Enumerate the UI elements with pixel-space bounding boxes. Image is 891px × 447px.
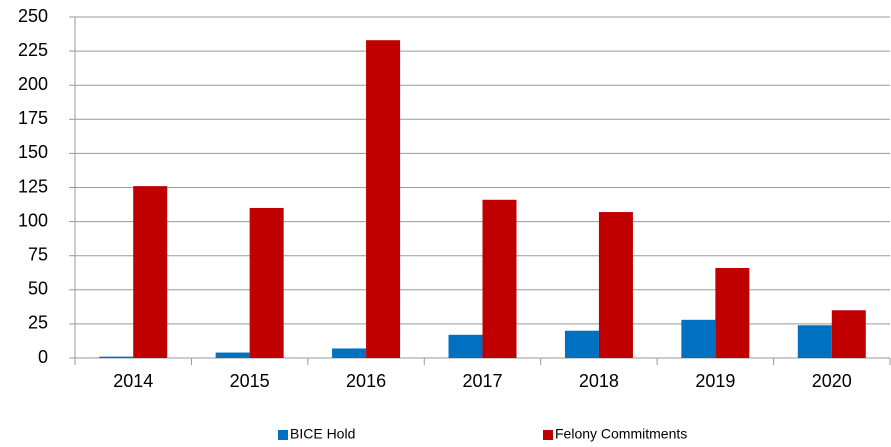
bar bbox=[482, 199, 517, 358]
y-tick-label: 125 bbox=[18, 176, 48, 196]
bar bbox=[448, 334, 483, 358]
y-tick-label: 100 bbox=[18, 210, 48, 230]
x-tick-label: 2016 bbox=[346, 371, 386, 391]
bar bbox=[681, 319, 716, 358]
x-tick-label: 2015 bbox=[230, 371, 270, 391]
y-tick-label: 0 bbox=[38, 347, 48, 367]
legend-label: BICE Hold bbox=[290, 426, 355, 442]
x-tick-label: 2020 bbox=[812, 371, 852, 391]
y-tick-label: 200 bbox=[18, 74, 48, 94]
y-tick-label: 250 bbox=[18, 6, 48, 26]
y-tick-label: 225 bbox=[18, 40, 48, 60]
x-tick-label: 2019 bbox=[695, 371, 735, 391]
bar bbox=[715, 267, 750, 358]
x-tick-label: 2018 bbox=[579, 371, 619, 391]
bar bbox=[99, 356, 134, 358]
x-tick-label: 2017 bbox=[462, 371, 502, 391]
bar bbox=[598, 212, 633, 358]
bar bbox=[133, 186, 168, 358]
y-tick-label: 175 bbox=[18, 108, 48, 128]
y-tick-label: 50 bbox=[28, 279, 48, 299]
bar bbox=[564, 330, 599, 358]
y-tick-label: 25 bbox=[28, 313, 48, 333]
y-tick-label: 150 bbox=[18, 142, 48, 162]
legend-swatch bbox=[543, 430, 553, 440]
bar bbox=[249, 207, 284, 358]
bar bbox=[332, 348, 367, 358]
y-tick-label: 75 bbox=[28, 244, 48, 264]
bar bbox=[797, 325, 832, 358]
bar bbox=[215, 352, 250, 358]
x-tick-label: 2014 bbox=[113, 371, 153, 391]
bar bbox=[366, 40, 401, 359]
legend-label: Felony Commitments bbox=[555, 426, 687, 442]
bar bbox=[831, 310, 866, 358]
legend-swatch bbox=[278, 430, 288, 440]
